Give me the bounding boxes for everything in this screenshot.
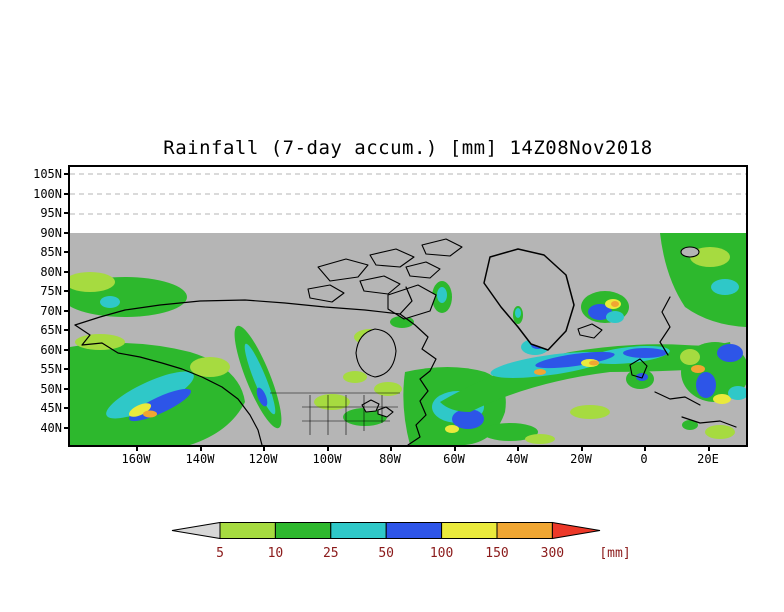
legend-segment	[441, 522, 498, 539]
y-tick-label: 45N	[0, 401, 70, 415]
y-tick-label: 105N	[0, 167, 70, 181]
legend-unit-label: [mm]	[599, 546, 630, 561]
legend-threshold-label: 150	[485, 546, 508, 561]
legend-threshold-label: 300	[541, 546, 564, 561]
legend-threshold-label: 25	[323, 546, 339, 561]
x-tick-label: 20E	[686, 445, 730, 466]
legend-threshold-label: 100	[430, 546, 453, 561]
x-tick-label: 140W	[178, 445, 222, 466]
x-tick-label: 100W	[305, 445, 349, 466]
legend-arrow-above	[551, 521, 601, 540]
x-tick-label: 0	[622, 445, 666, 466]
legend-threshold-label: 5	[216, 546, 224, 561]
legend-segment	[219, 522, 276, 539]
y-tick-label: 60N	[0, 343, 70, 357]
y-tick-label: 55N	[0, 362, 70, 376]
legend-arrow-below	[171, 521, 221, 540]
x-tick-label: 160W	[114, 445, 158, 466]
map-svg	[70, 167, 746, 445]
colorbar-labels: 5 10 25 50 100 150 300 [mm]	[216, 546, 631, 561]
y-tick-label: 80N	[0, 265, 70, 279]
plot-area	[68, 165, 748, 447]
greenland-rain-spot	[513, 306, 523, 324]
political-borders	[270, 392, 400, 435]
x-tick-label: 80W	[368, 445, 412, 466]
y-tick-label: 85N	[0, 245, 70, 259]
legend-segment	[385, 522, 443, 539]
x-tick-label: 20W	[559, 445, 603, 466]
colorbar-svg: 5 10 25 50 100 150 300 [mm]	[171, 521, 631, 561]
y-tick-label: 40N	[0, 421, 70, 435]
x-tick-label: 120W	[241, 445, 285, 466]
y-tick-label: 50N	[0, 382, 70, 396]
legend-threshold-label: 10	[268, 546, 284, 561]
colorbar-legend: 5 10 25 50 100 150 300 [mm]	[160, 519, 640, 565]
y-tick-label: 95N	[0, 206, 70, 220]
landmass-islands	[307, 238, 700, 418]
y-tick-label: 70N	[0, 304, 70, 318]
legend-segment	[496, 522, 553, 539]
legend-segment	[274, 522, 332, 539]
x-tick-label: 40W	[495, 445, 539, 466]
colorbar-bar	[171, 521, 601, 540]
x-tick-label: 60W	[432, 445, 476, 466]
y-tick-label: 90N	[0, 226, 70, 240]
rainfall-shading	[70, 233, 746, 445]
y-tick-label: 75N	[0, 284, 70, 298]
legend-threshold-label: 50	[378, 546, 394, 561]
y-tick-label: 100N	[0, 187, 70, 201]
legend-segment	[330, 522, 387, 539]
y-tick-label: 65N	[0, 323, 70, 337]
chart-title: Rainfall (7-day accum.) [mm] 14Z08Nov201…	[163, 137, 653, 159]
coastlines	[74, 286, 737, 445]
